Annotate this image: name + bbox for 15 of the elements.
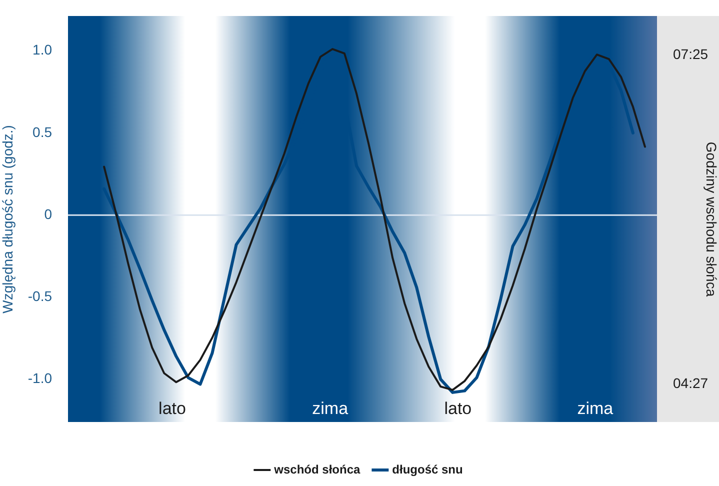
annotation: zima <box>312 399 349 418</box>
y-tick-label: -1.0 <box>28 370 52 386</box>
annotation: zima <box>577 399 614 418</box>
y2-tick-label: 07:25 <box>673 46 708 62</box>
y-tick-label: -0.5 <box>28 288 52 304</box>
y-tick-label: 1.0 <box>32 42 52 58</box>
annotation: lato <box>444 399 472 418</box>
legend-label: długość snu <box>392 462 463 476</box>
y2-axis-title: Godziny wschodu słońca <box>704 142 719 297</box>
y-axis-title: Względna długość snu (godz.) <box>0 125 16 314</box>
y-tick-label: 0 <box>44 206 52 222</box>
legend-label: wschód słońca <box>273 462 360 476</box>
y-tick-label: 0.5 <box>32 124 52 140</box>
annotation: lato <box>158 399 186 418</box>
y2-tick-label: 04:27 <box>673 375 708 392</box>
